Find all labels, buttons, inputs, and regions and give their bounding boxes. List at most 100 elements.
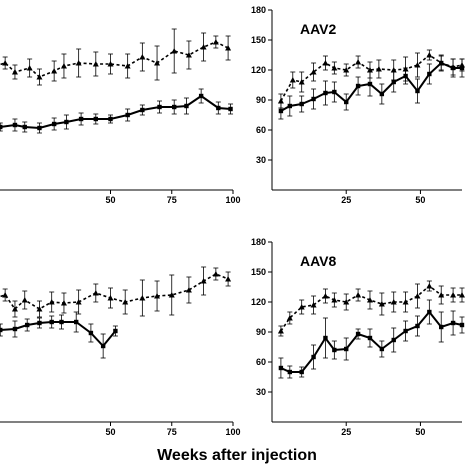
series-line xyxy=(280,53,463,102)
data-point xyxy=(74,319,79,325)
x-tick-label: 25 xyxy=(341,195,351,205)
series-dashed xyxy=(277,280,465,337)
y-tick-label: 150 xyxy=(251,35,266,45)
data-point xyxy=(107,295,114,301)
data-point xyxy=(2,60,9,66)
data-point xyxy=(92,61,99,67)
x-tick-label: 75 xyxy=(167,195,177,205)
y-tick-label: 120 xyxy=(251,297,266,307)
data-point xyxy=(367,335,373,341)
series-line xyxy=(280,310,463,373)
data-point xyxy=(48,299,55,305)
data-point xyxy=(390,67,397,73)
data-point xyxy=(184,103,189,109)
data-point xyxy=(212,271,219,277)
data-point xyxy=(51,121,57,127)
data-point xyxy=(278,108,284,114)
data-point xyxy=(438,292,445,298)
data-point xyxy=(332,347,337,353)
data-point xyxy=(26,65,33,71)
data-point xyxy=(37,320,42,326)
data-point xyxy=(216,105,221,111)
y-tick-label: 180 xyxy=(251,237,266,247)
panel-title: AAV8 xyxy=(300,253,337,269)
data-point xyxy=(426,52,433,58)
data-point xyxy=(287,103,293,109)
data-point xyxy=(366,297,373,303)
data-point xyxy=(171,48,178,54)
data-point xyxy=(11,306,18,312)
series-line xyxy=(0,273,229,311)
data-point xyxy=(450,292,457,298)
data-point xyxy=(289,77,296,83)
data-point xyxy=(21,297,28,303)
data-point xyxy=(12,326,18,332)
data-point xyxy=(225,45,232,51)
data-point xyxy=(332,89,337,95)
data-point xyxy=(402,299,409,305)
x-tick-label: 25 xyxy=(341,427,351,437)
data-point xyxy=(299,101,304,107)
data-point xyxy=(64,119,69,125)
data-point xyxy=(403,328,408,334)
series-dashed xyxy=(277,49,465,109)
data-point xyxy=(75,60,82,66)
data-point xyxy=(100,343,106,349)
data-point xyxy=(198,93,204,99)
data-point xyxy=(287,369,293,375)
x-tick-label: 50 xyxy=(105,195,115,205)
data-point xyxy=(185,287,192,293)
data-point xyxy=(51,68,58,74)
data-point xyxy=(277,98,284,104)
y-tick-label: 120 xyxy=(251,65,266,75)
series-line xyxy=(0,41,229,78)
data-point xyxy=(49,319,54,325)
data-point xyxy=(0,327,3,333)
data-point xyxy=(225,276,232,282)
data-point xyxy=(379,91,385,97)
data-point xyxy=(366,67,373,73)
data-point xyxy=(391,337,396,343)
data-point xyxy=(12,122,18,128)
data-point xyxy=(36,74,43,80)
data-point xyxy=(379,346,385,352)
x-tick-label: 75 xyxy=(167,427,177,437)
data-point xyxy=(414,293,421,299)
series-solid xyxy=(278,299,465,379)
data-point xyxy=(139,54,146,60)
data-point xyxy=(78,116,84,122)
data-point xyxy=(439,60,444,66)
data-point xyxy=(0,124,3,130)
data-point xyxy=(427,309,432,315)
y-tick-label: 60 xyxy=(256,125,266,135)
panel-4: 30 60 90 120 150 180 25 50 AAV8 xyxy=(251,237,465,437)
data-point xyxy=(344,99,349,105)
data-point xyxy=(75,299,82,305)
x-tick-label: 50 xyxy=(415,195,425,205)
data-point xyxy=(310,69,317,75)
data-point xyxy=(11,69,18,75)
data-point xyxy=(60,300,67,306)
data-point xyxy=(154,293,161,299)
data-point xyxy=(427,71,432,77)
data-point xyxy=(92,290,99,296)
panel-2: 30 60 90 120 150 180 25 50 AAV2 xyxy=(251,5,465,205)
data-point xyxy=(459,322,465,328)
data-point xyxy=(122,299,129,305)
series-dashed xyxy=(0,266,232,318)
y-tick-label: 60 xyxy=(256,357,266,367)
y-tick-label: 90 xyxy=(256,327,266,337)
series-solid xyxy=(278,54,465,120)
data-point xyxy=(298,79,305,85)
x-tick-label: 100 xyxy=(225,195,240,205)
data-point xyxy=(59,319,64,325)
data-point xyxy=(113,328,118,334)
data-point xyxy=(311,354,316,360)
data-point xyxy=(322,60,329,66)
data-point xyxy=(277,328,284,334)
data-point xyxy=(25,322,30,328)
data-point xyxy=(22,124,27,130)
data-point xyxy=(343,299,350,305)
data-point xyxy=(200,278,207,284)
